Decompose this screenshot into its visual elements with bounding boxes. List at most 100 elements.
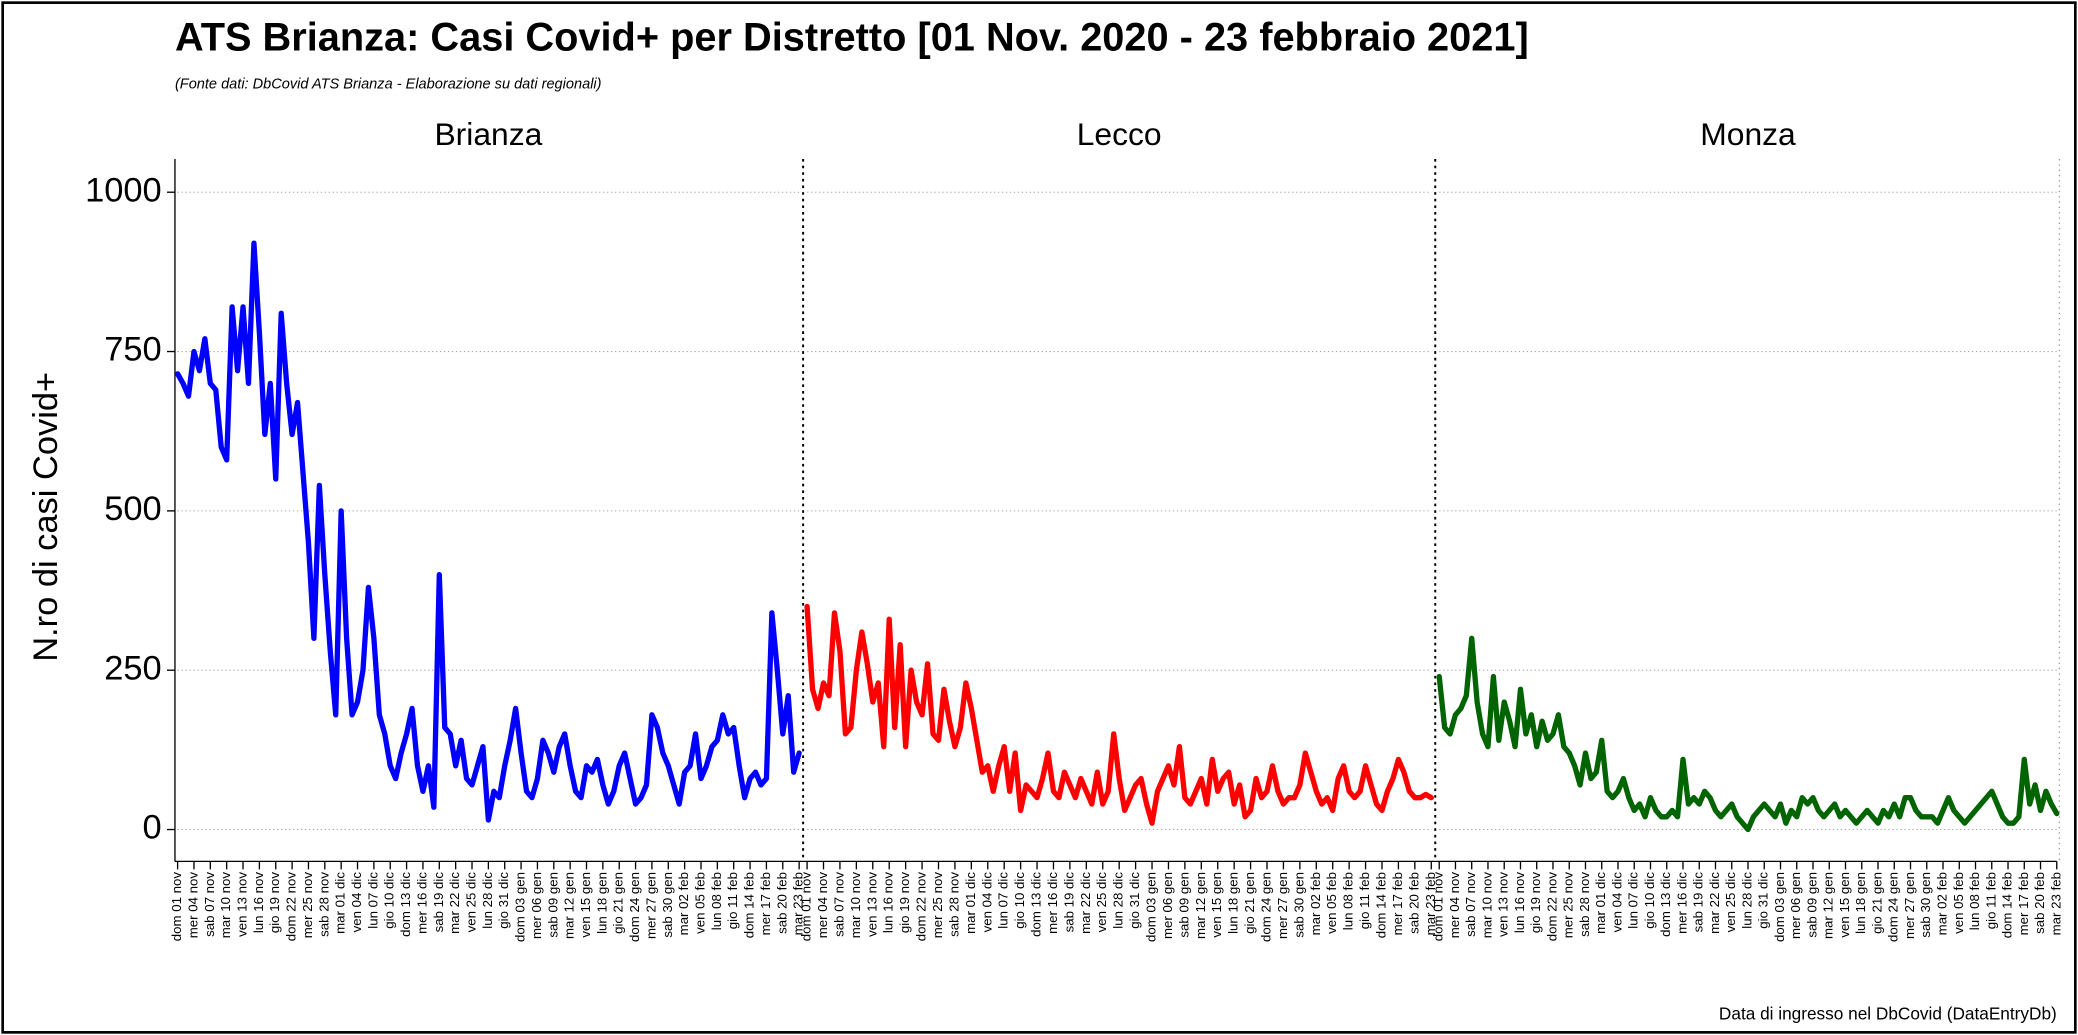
x-tick-label: lun 16 nov: [251, 872, 266, 934]
y-axis-label: N.ro di casi Covid+: [27, 372, 65, 662]
x-tick-label: dom 13 dic: [1658, 872, 1673, 937]
x-tick-label: lun 28 dic: [480, 872, 495, 929]
x-tick-label: mar 10 nov: [218, 872, 233, 939]
x-tick-label: mer 27 gen: [1275, 872, 1290, 939]
x-tick-label: lun 16 nov: [1512, 872, 1527, 934]
x-tick-label: mar 23 feb: [2048, 872, 2063, 935]
x-tick-label: mer 04 nov: [1447, 872, 1462, 939]
x-tick-label: sab 28 nov: [316, 872, 331, 937]
x-tick-label: ven 13 nov: [1496, 872, 1511, 937]
x-tick-label: ven 13 nov: [235, 872, 250, 937]
x-tick-label: mer 04 nov: [815, 872, 830, 939]
x-tick-label: mer 25 nov: [300, 872, 315, 939]
x-tick-label: gio 10 dic: [382, 872, 397, 929]
panel-title: Lecco: [1077, 116, 1162, 152]
x-tick-label: lun 28 dic: [1739, 872, 1754, 929]
x-tick-label: mer 17 feb: [758, 872, 773, 935]
panel-title: Monza: [1700, 116, 1796, 152]
x-tick-label: sab 30 gen: [1918, 872, 1933, 938]
x-tick-label: mer 06 gen: [1788, 872, 1803, 939]
line: [1436, 635, 2060, 833]
x-tick-label: ven 25 dic: [1723, 872, 1738, 933]
x-tick-label: mar 12 gen: [1821, 872, 1836, 939]
x-tick-label: gio 19 nov: [1528, 872, 1543, 934]
y-tick-label: 750: [104, 331, 161, 369]
x-tick-label: ven 05 feb: [1951, 872, 1966, 934]
x-tick-label: ven 04 dic: [1609, 872, 1624, 933]
x-tick-label: mer 25 nov: [930, 872, 945, 939]
x-tick-label: mar 22 dic: [447, 872, 462, 934]
x-tick-label: mar 02 feb: [676, 872, 691, 935]
x-tick-label: ven 15 gen: [578, 872, 593, 938]
x-tick-label: lun 07 dic: [1626, 872, 1641, 929]
x-tick-label: lun 18 gen: [1226, 872, 1241, 934]
x-tick-label: sab 28 nov: [946, 872, 961, 937]
x-tick-label: mer 16 dic: [414, 872, 429, 934]
x-tick-label: lun 07 dic: [996, 872, 1011, 929]
x-tick-label: lun 08 feb: [1341, 872, 1356, 930]
x-tick-label: ven 15 gen: [1209, 872, 1224, 938]
x-tick-label: dom 24 gen: [1886, 872, 1901, 942]
y-tick-label: 250: [104, 649, 161, 687]
x-tick-label: mer 06 gen: [529, 872, 544, 939]
x-tick-label: gio 31 dic: [496, 872, 511, 929]
x-tick-label: dom 03 gen: [1144, 872, 1159, 942]
subtitle: (Fonte dati: DbCovid ATS Brianza - Elabo…: [175, 77, 602, 93]
x-tick-label: lun 08 feb: [1967, 872, 1982, 930]
x-tick-label: lun 18 gen: [1853, 872, 1868, 934]
x-tick-label: mar 02 feb: [1935, 872, 1950, 935]
caption: Data di ingresso nel DbCovid (DataEntryD…: [1719, 1004, 2057, 1024]
x-tick-label: mer 16 dic: [1045, 872, 1060, 934]
x-tick-label: ven 05 feb: [1324, 872, 1339, 934]
x-tick-label: lun 18 gen: [594, 872, 609, 934]
x-tick-label: gio 31 dic: [1127, 872, 1142, 929]
x-tick-label: gio 31 dic: [1756, 872, 1771, 929]
x-tick-label: ven 15 gen: [1837, 872, 1852, 938]
y-tick-label: 1000: [85, 171, 162, 209]
x-tick-label: gio 11 feb: [1983, 872, 1998, 929]
x-tick-label: gio 19 nov: [267, 872, 282, 934]
x-tick-label: mar 02 feb: [1308, 872, 1323, 935]
x-tick-label: dom 01 nov: [799, 872, 814, 942]
x-tick-label: mer 27 gen: [643, 872, 658, 939]
x-tick-label: sab 19 dic: [431, 872, 446, 933]
x-tick-label: mar 23 feb: [1423, 872, 1438, 935]
x-tick-label: dom 22 nov: [1544, 872, 1559, 942]
x-tick-label: mer 17 feb: [1390, 872, 1405, 935]
x-tick-label: sab 09 gen: [1805, 872, 1820, 938]
x-tick-label: dom 13 dic: [1029, 872, 1044, 937]
x-tick-label: sab 28 nov: [1577, 872, 1592, 937]
y-tick-label: 0: [143, 809, 162, 847]
x-tick-label: sab 30 gen: [1291, 872, 1306, 938]
x-tick-label: gio 11 feb: [725, 872, 740, 929]
x-tick-label: ven 13 nov: [864, 872, 879, 937]
x-tick-label: dom 24 gen: [1259, 872, 1274, 942]
x-tick-label: sab 07 nov: [1463, 872, 1478, 937]
x-tick-label: dom 14 feb: [1373, 872, 1388, 938]
x-tick-label: sab 07 nov: [831, 872, 846, 937]
x-tick-label: sab 09 gen: [545, 872, 560, 938]
x-tick-label: mar 12 gen: [562, 872, 577, 939]
x-tick-label: gio 10 dic: [1642, 872, 1657, 929]
line: [804, 603, 1434, 826]
x-tick-label: lun 08 feb: [709, 872, 724, 930]
x-tick-label: sab 20 feb: [2032, 872, 2047, 934]
x-tick-label: mar 10 nov: [1479, 872, 1494, 939]
x-tick-label: mar 10 nov: [848, 872, 863, 939]
x-tick-label: mer 27 gen: [1902, 872, 1917, 939]
x-tick-label: dom 03 gen: [513, 872, 528, 942]
x-tick-label: dom 24 gen: [627, 872, 642, 942]
x-tick-label: mer 25 nov: [1561, 872, 1576, 939]
x-tick-label: ven 25 dic: [464, 872, 479, 933]
x-tick-label: gio 21 gen: [1242, 872, 1257, 934]
x-tick-label: sab 20 feb: [1406, 872, 1421, 934]
x-tick-label: dom 22 nov: [284, 872, 299, 942]
x-tick-label: gio 21 gen: [1870, 872, 1885, 934]
x-tick-label: mer 06 gen: [1160, 872, 1175, 939]
x-tick-label: sab 30 gen: [660, 872, 675, 938]
x-tick-label: mar 01 dic: [333, 872, 348, 934]
x-tick-label: dom 13 dic: [398, 872, 413, 937]
x-tick-label: mar 22 dic: [1078, 872, 1093, 934]
x-tick-label: mar 22 dic: [1707, 872, 1722, 934]
